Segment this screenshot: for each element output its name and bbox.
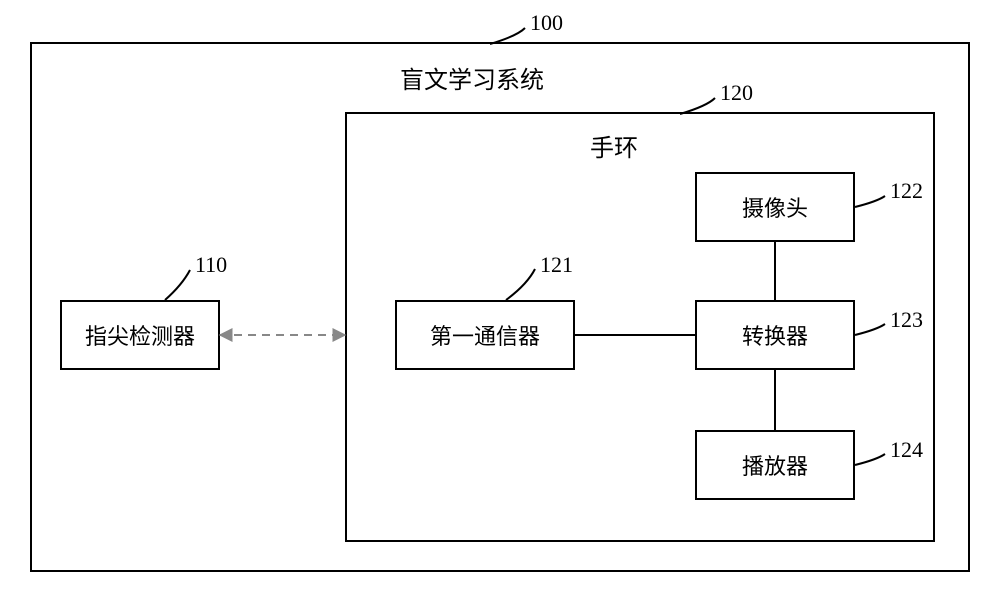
- converter-leader: [845, 314, 895, 345]
- player-node: 播放器: [695, 430, 855, 500]
- bracelet-title: 手环: [590, 128, 638, 163]
- diagram-canvas: 盲文学习系统 100 指尖检测器 110 手环 120 摄像头 122 第一通信…: [0, 0, 1000, 606]
- camera-node: 摄像头: [695, 172, 855, 242]
- system-leader: [480, 18, 535, 54]
- camera-label: 摄像头: [742, 191, 808, 223]
- communicator-label: 第一通信器: [430, 319, 540, 351]
- converter-node: 转换器: [695, 300, 855, 370]
- player-leader: [845, 444, 895, 475]
- system-title: 盲文学习系统: [400, 60, 544, 95]
- detector-label: 指尖检测器: [85, 319, 195, 351]
- converter-label: 转换器: [742, 319, 808, 351]
- communicator-leader: [496, 259, 545, 310]
- communicator-node: 第一通信器: [395, 300, 575, 370]
- player-label: 播放器: [742, 449, 808, 481]
- bracelet-leader: [670, 88, 725, 124]
- detector-leader: [155, 260, 200, 310]
- detector-node: 指尖检测器: [60, 300, 220, 370]
- camera-leader: [845, 186, 895, 217]
